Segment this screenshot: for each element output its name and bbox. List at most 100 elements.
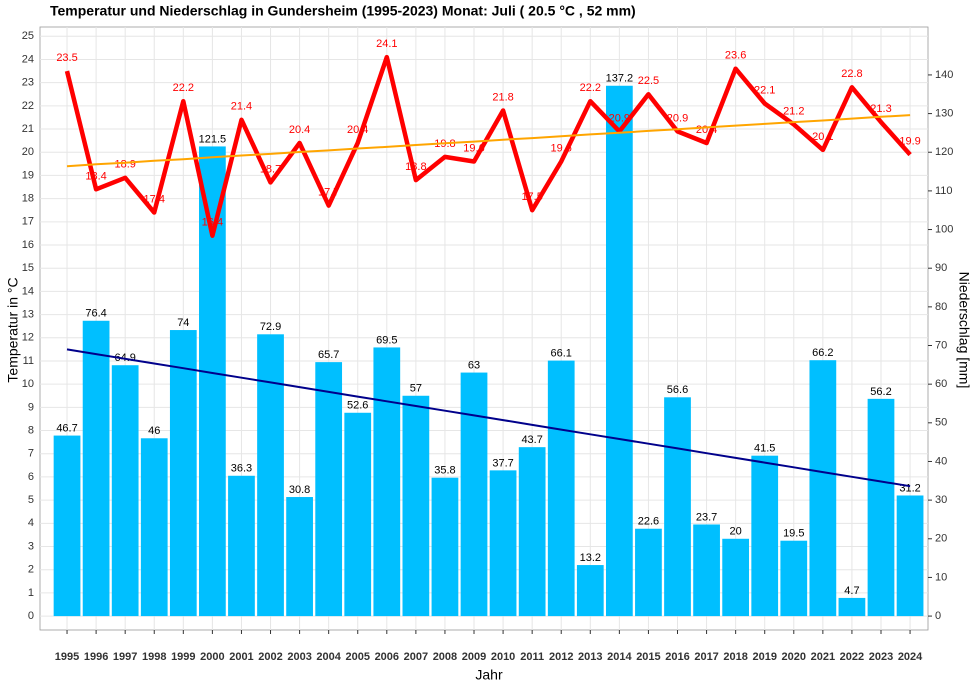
bar-label: 19.5 xyxy=(783,528,804,540)
point-label: 22.5 xyxy=(638,75,659,87)
line xyxy=(66,348,911,488)
bar xyxy=(547,360,575,617)
y-tick-label: 21 xyxy=(22,123,34,135)
y-tick-label: 1 xyxy=(28,587,34,599)
bar xyxy=(460,372,488,617)
y2-tick-label: 10 xyxy=(935,571,947,583)
bar-label: 57 xyxy=(410,383,422,395)
bar xyxy=(286,497,313,617)
x-tick-label: 2014 xyxy=(607,651,632,663)
bar-label: 56.6 xyxy=(667,384,688,396)
point-label: 20.9 xyxy=(609,112,630,124)
bar xyxy=(199,146,226,617)
bar-label: 46 xyxy=(148,425,160,437)
bar-label: 76.4 xyxy=(85,308,106,320)
x-tick-label: 2010 xyxy=(491,651,515,663)
y-tick-label: 23 xyxy=(22,77,34,89)
point-label: 17.4 xyxy=(144,193,165,205)
y-tick-label: 24 xyxy=(22,53,34,65)
bar xyxy=(605,85,633,617)
x-tick-label: 2005 xyxy=(345,651,369,663)
point-label: 21.4 xyxy=(231,101,252,113)
point-label: 18.4 xyxy=(85,170,106,182)
point-label: 21.8 xyxy=(492,91,513,103)
y-tick-label: 9 xyxy=(28,401,34,413)
x-tick-label: 2017 xyxy=(694,651,718,663)
x-tick-label: 2012 xyxy=(549,651,573,663)
bar-label: 72.9 xyxy=(260,321,281,333)
bar xyxy=(431,477,459,617)
x-tick-label: 2015 xyxy=(636,651,660,663)
y2-tick-label: 60 xyxy=(935,378,947,390)
x-tick-label: 2013 xyxy=(578,651,602,663)
bar xyxy=(344,412,372,617)
y-tick-label: 16 xyxy=(22,239,34,251)
bar xyxy=(896,495,924,617)
point-label: 20.4 xyxy=(696,124,717,136)
point-label: 18.8 xyxy=(405,161,426,173)
bar-label: 63 xyxy=(468,359,480,371)
x-tick-label: 2019 xyxy=(752,651,776,663)
x-tick-label: 1996 xyxy=(84,651,108,663)
y-tick-label: 7 xyxy=(28,448,34,460)
chart-title: Temperatur und Niederschlag in Gundershe… xyxy=(50,3,636,19)
x-tick-label: 2021 xyxy=(811,651,835,663)
x-tick-label: 2003 xyxy=(287,651,311,663)
y2-tick-label: 120 xyxy=(935,146,953,158)
point-label: 24.1 xyxy=(376,38,397,50)
x-tick-label: 2002 xyxy=(258,651,282,663)
point-label: 17.5 xyxy=(521,191,542,203)
bar xyxy=(635,528,662,617)
bar xyxy=(373,347,401,617)
y2-tick-label: 50 xyxy=(935,417,947,429)
bar xyxy=(140,438,168,617)
point-label: 19.6 xyxy=(551,142,572,154)
y-tick-label: 3 xyxy=(28,540,34,552)
bar-label: 36.3 xyxy=(231,463,252,475)
point-label: 22.2 xyxy=(580,82,601,94)
x-axis-title: Jahr xyxy=(475,667,503,683)
x-tick-label: 1999 xyxy=(171,651,195,663)
bar xyxy=(315,362,343,617)
x-tick-label: 2006 xyxy=(375,651,399,663)
bar-label: 46.7 xyxy=(56,422,77,434)
bar-label: 43.7 xyxy=(521,434,542,446)
bar-label: 137.2 xyxy=(606,73,634,85)
y-axis-title: Temperatur in °C xyxy=(5,277,21,382)
y2-tick-label: 80 xyxy=(935,301,947,313)
bar xyxy=(402,395,430,617)
y-tick-label: 10 xyxy=(22,378,34,390)
bar-label: 65.7 xyxy=(318,349,339,361)
bar xyxy=(693,524,720,617)
x-tick-label: 2000 xyxy=(200,651,224,663)
y-tick-label: 15 xyxy=(22,262,34,274)
y2-tick-label: 130 xyxy=(935,107,953,119)
point-label: 19.9 xyxy=(899,135,920,147)
y-tick-label: 11 xyxy=(23,355,34,367)
point-label: 18.9 xyxy=(114,159,135,171)
y-tick-label: 22 xyxy=(22,100,34,112)
point-label: 22.8 xyxy=(841,68,862,80)
point-label: 20.1 xyxy=(812,131,833,143)
y2-tick-label: 90 xyxy=(935,262,947,274)
bar xyxy=(82,320,110,617)
x-tick-label: 1998 xyxy=(142,651,166,663)
line xyxy=(66,114,911,168)
y-tick-label: 13 xyxy=(22,308,34,320)
point-label: 17.7 xyxy=(318,186,339,198)
point-label: 16.4 xyxy=(202,217,223,229)
y-tick-label: 18 xyxy=(22,193,34,205)
line xyxy=(64,54,912,238)
x-tick-label: 2009 xyxy=(462,651,486,663)
point-label: 19.6 xyxy=(463,142,484,154)
point-label: 22.1 xyxy=(754,84,775,96)
bar-label: 4.7 xyxy=(844,585,859,597)
point-label: 20.9 xyxy=(667,112,688,124)
bar xyxy=(722,538,750,617)
bar-label: 30.8 xyxy=(289,484,310,496)
bar-label: 20 xyxy=(730,526,742,538)
y-tick-label: 25 xyxy=(22,30,34,42)
bar-label: 35.8 xyxy=(434,465,455,477)
y-tick-label: 6 xyxy=(28,471,34,483)
